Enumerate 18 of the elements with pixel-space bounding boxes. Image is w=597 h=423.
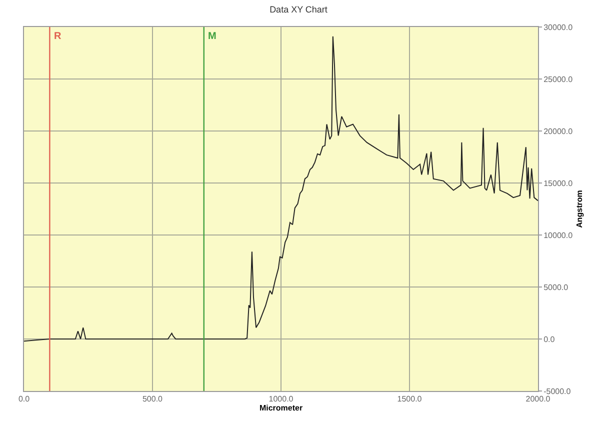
y-tick-label: -5000.0: [544, 386, 572, 396]
x-tick-label: 2000.0: [526, 394, 551, 404]
y-tick-label: 25000.0: [544, 74, 574, 84]
y-tick-label: 15000.0: [544, 178, 574, 188]
y-tick-label: 0.0: [544, 334, 556, 344]
x-tick-label: 500.0: [142, 394, 164, 404]
x-tick-label: 1000.0: [268, 394, 294, 404]
y-axis-title: Angstrom: [575, 190, 584, 228]
x-axis-title: Micrometer: [259, 404, 303, 413]
y-tick-label: 20000.0: [544, 126, 574, 136]
chart-title: Data XY Chart: [270, 4, 328, 15]
x-tick-label: 0.0: [18, 394, 30, 404]
ref-line-label: R: [54, 31, 62, 42]
y-tick-label: 30000.0: [544, 22, 574, 32]
x-tick-label: 1500.0: [397, 394, 422, 404]
y-tick-label: 5000.0: [544, 282, 569, 292]
ref-line-label: M: [208, 31, 216, 42]
y-tick-label: 10000.0: [544, 230, 574, 240]
